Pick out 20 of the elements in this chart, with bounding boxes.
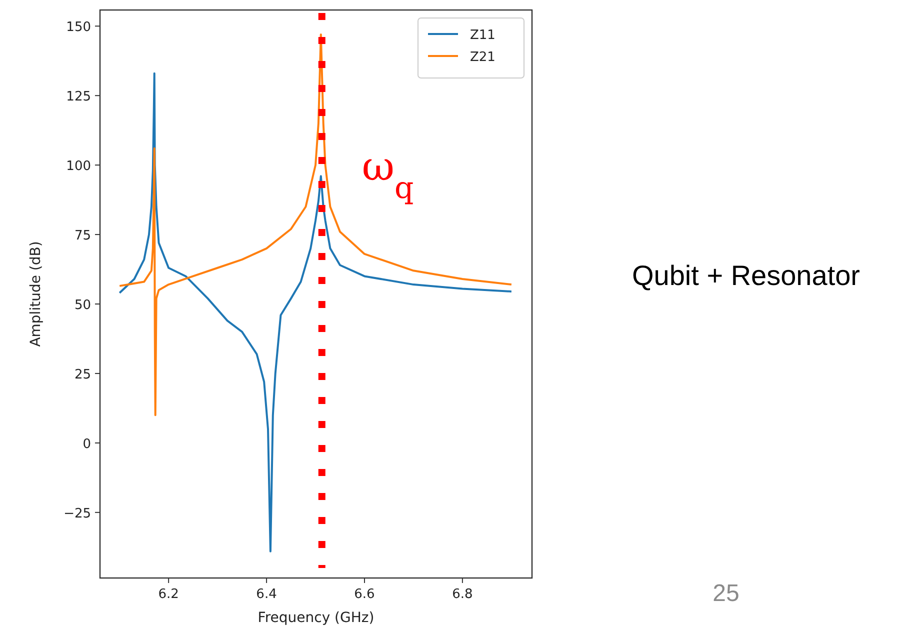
- y-tick-label: 125: [66, 90, 91, 105]
- legend-label: Z21: [470, 50, 496, 65]
- x-tick-label: 6.2: [158, 587, 179, 602]
- y-tick-label: 75: [74, 228, 91, 244]
- y-tick-label: 50: [74, 298, 91, 314]
- y-tick-label: 100: [66, 159, 91, 174]
- text: Qubit + Resonator: [632, 260, 860, 291]
- text: 25: [712, 580, 740, 607]
- y-tick-label: 0: [82, 436, 91, 452]
- y-axis-title: Amplitude (dB): [28, 241, 44, 347]
- line-series: [118, 72, 512, 552]
- x-axis-title: Frequency (GHz): [258, 610, 374, 626]
- legend-label: Z11: [470, 28, 496, 43]
- y-tick-label: 25: [74, 367, 91, 382]
- ref-line-label: ω$_{q}$: [362, 144, 414, 206]
- x-tick-label: 6.8: [452, 587, 473, 602]
- x-tick-label: 6.6: [354, 587, 375, 602]
- y-tick-label: 150: [66, 20, 91, 36]
- x-tick-label: 6.4: [256, 587, 277, 602]
- y-tick-label: −25: [64, 506, 91, 522]
